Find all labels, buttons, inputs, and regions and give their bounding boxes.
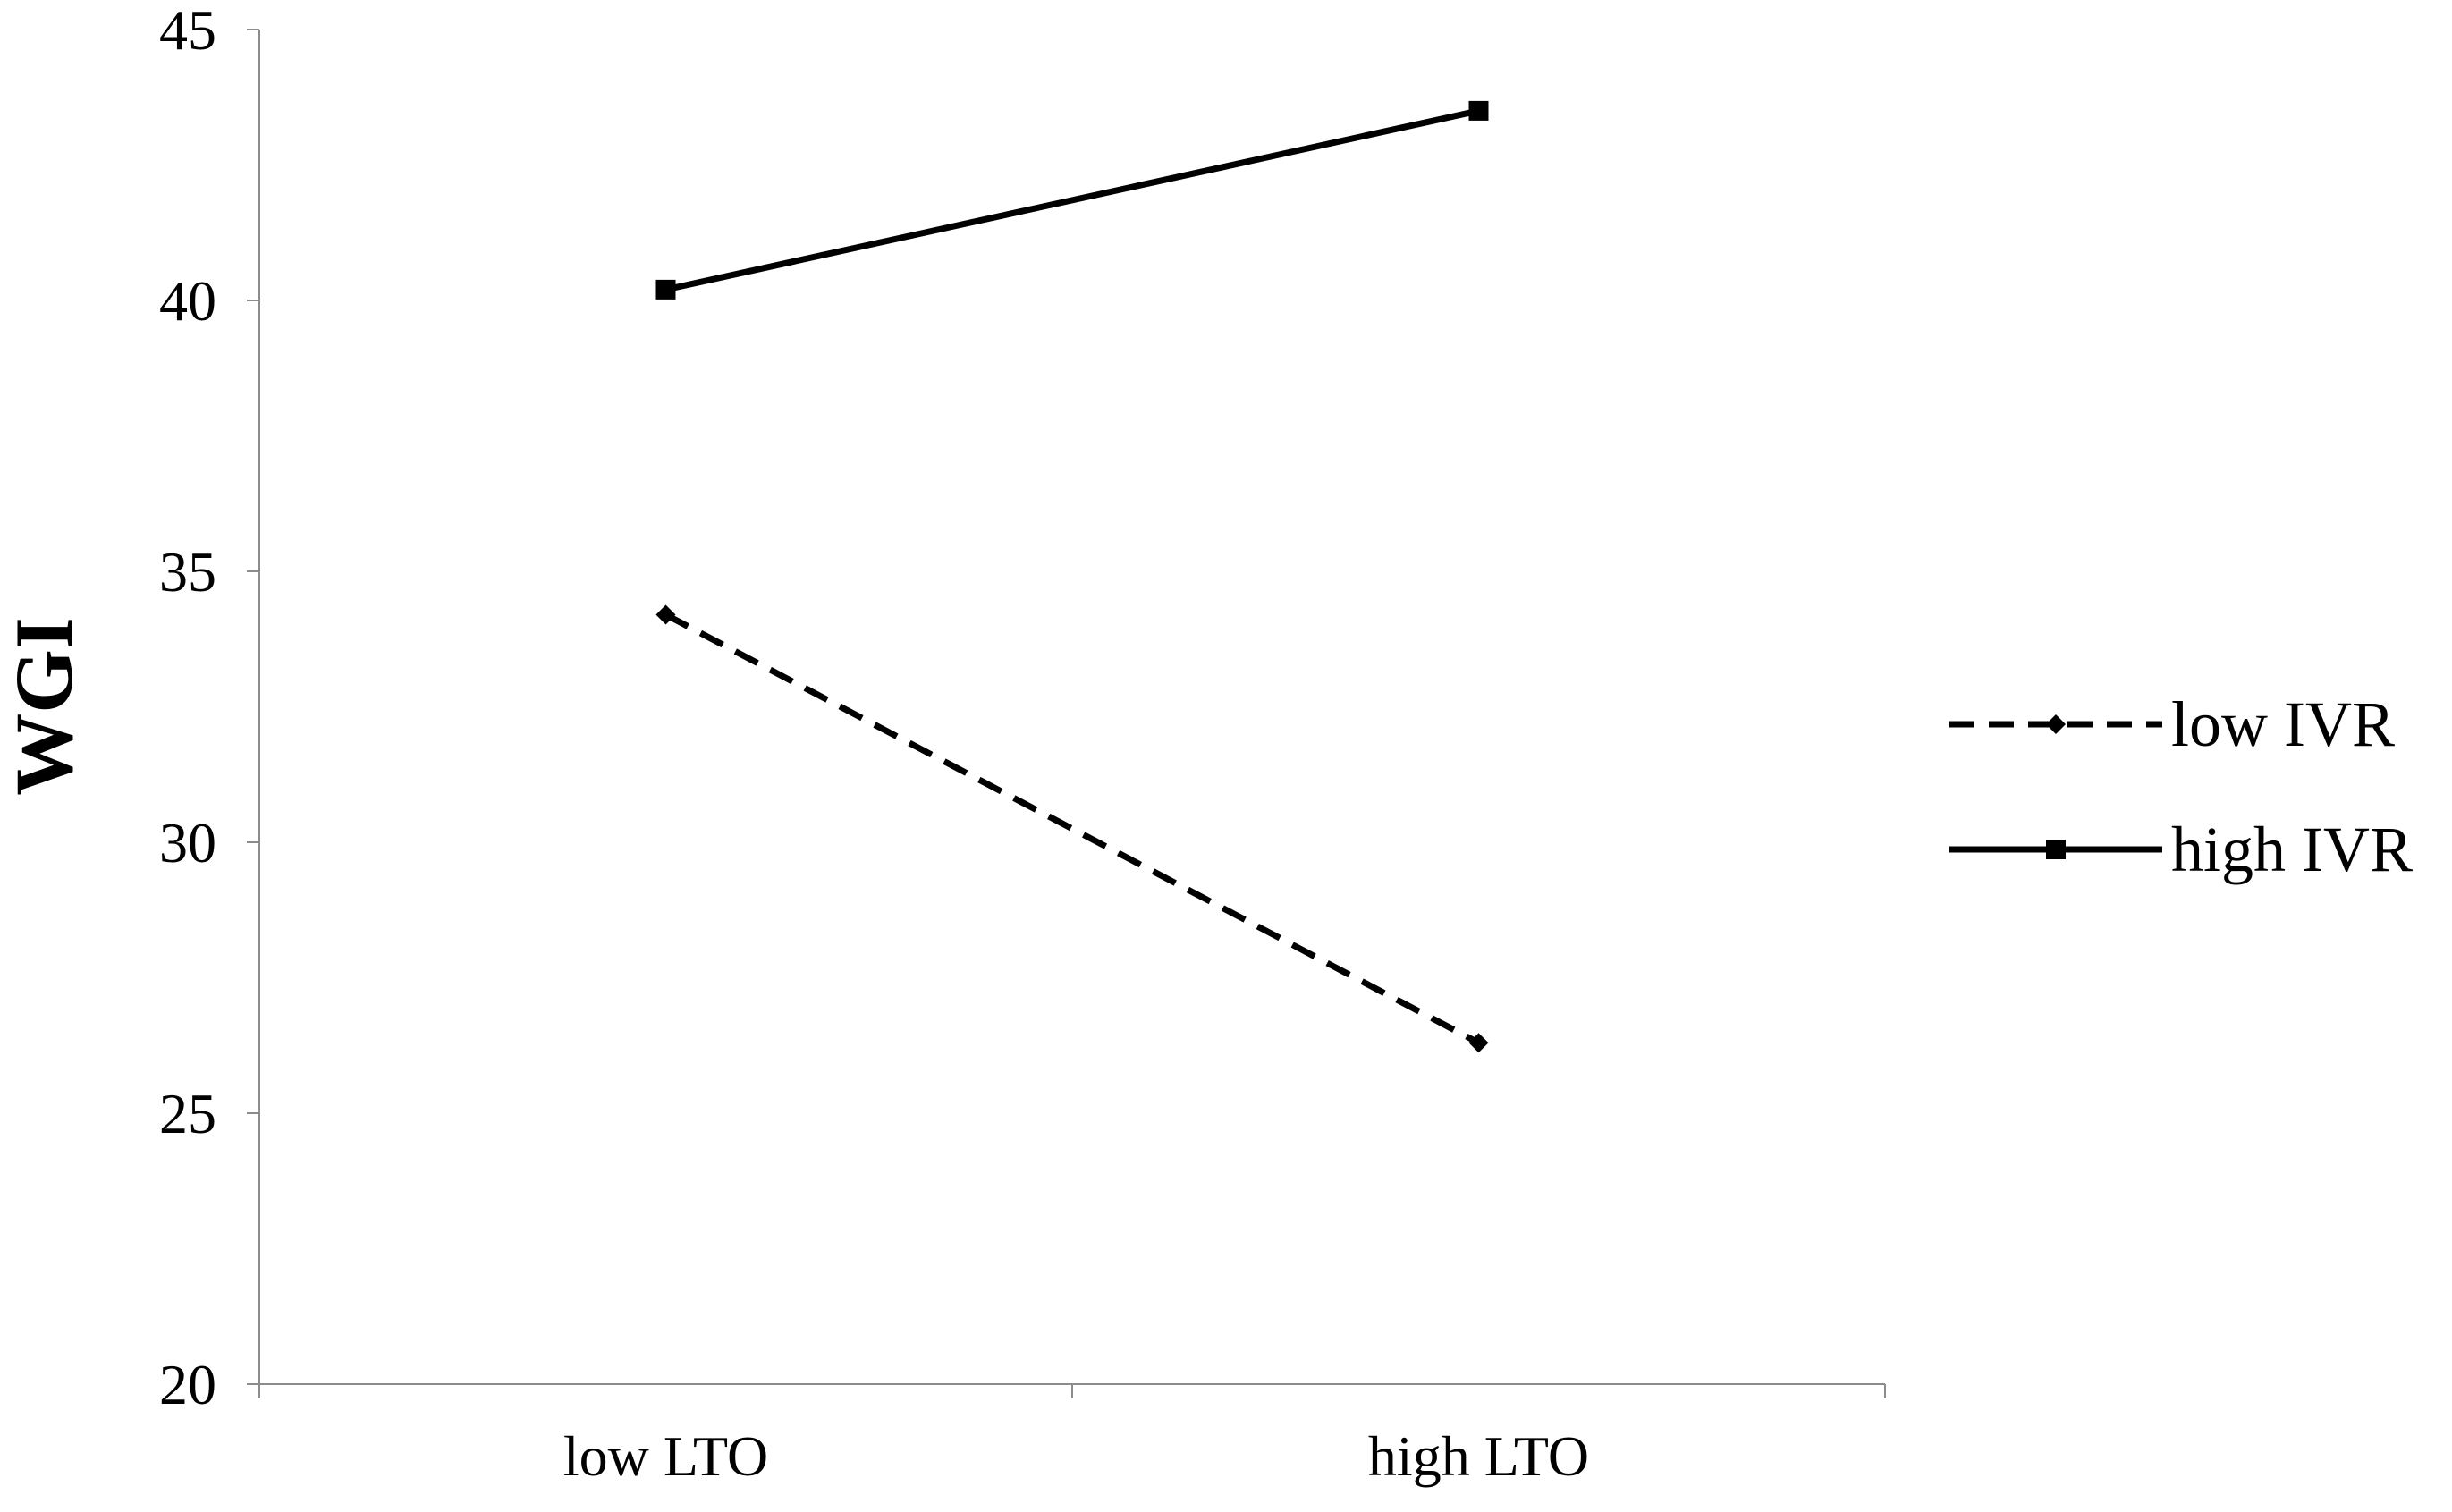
y-tick-label: 35 [159,540,216,604]
legend-item: high IVR [1949,814,2413,885]
x-tick-label: high LTO [1368,1424,1589,1488]
legend-label: low IVR [2171,688,2395,760]
series-layer [655,100,1489,1053]
y-tick-label: 40 [159,269,216,333]
legend-marker [2046,714,2066,734]
legend-marker [2046,840,2066,859]
data-point-marker [1468,100,1489,121]
y-ticks: 20 25 30 35 40 45 [159,0,259,1416]
legend: low IVR high IVR [1949,688,2413,885]
legend-label: high IVR [2171,814,2413,885]
data-point-marker [1468,1033,1489,1053]
x-tick-label: low LTO [563,1424,768,1488]
axes [258,30,1885,1385]
y-tick-label: 45 [159,0,216,62]
y-tick-label: 20 [159,1353,216,1416]
data-point-marker [655,279,676,300]
legend-item: low IVR [1949,688,2395,760]
series-high-ivr [655,100,1489,300]
y-tick-label: 25 [159,1082,216,1145]
series-line [664,612,1481,1046]
y-tick-label: 30 [159,811,216,874]
x-ticks: low LTO high LTO [258,1384,1886,1488]
y-axis-title: WGI [0,617,89,795]
data-point-marker [655,604,676,625]
series-line [664,107,1480,293]
series-low-ivr [655,604,1489,1053]
